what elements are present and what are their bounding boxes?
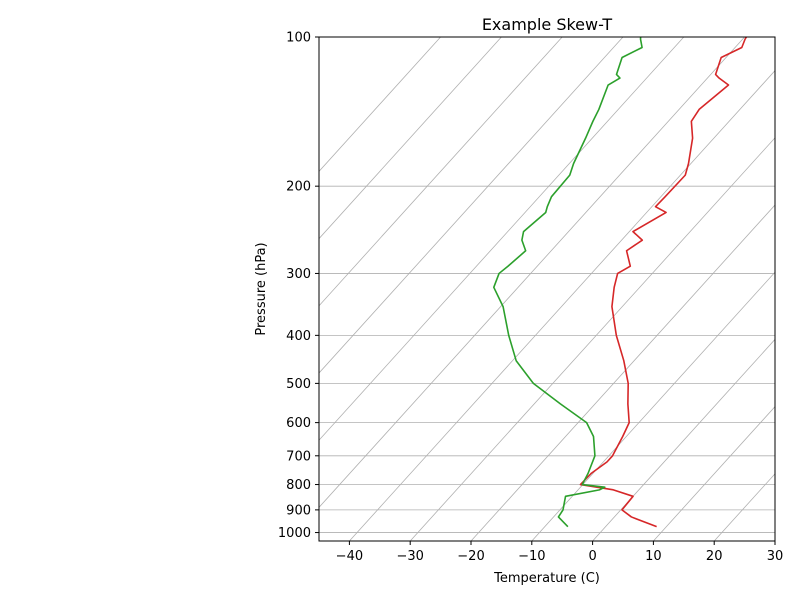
x-tick-label: 10	[645, 549, 662, 564]
y-tick-label: 200	[286, 180, 311, 195]
x-tick-label: −40	[336, 549, 363, 564]
isotherm-line	[774, 540, 775, 541]
temperature-profile-line	[579, 37, 748, 528]
isotherm-line	[319, 37, 502, 240]
isotherm-line	[319, 37, 685, 441]
chart-title: Example Skew-T	[482, 15, 613, 34]
isotherm-line	[409, 137, 775, 541]
x-axis-title: Temperature (C)	[493, 571, 600, 586]
isotherm-line	[531, 271, 775, 541]
y-axis: 100 200 300 400 500 600 700 800 900 1000	[278, 31, 319, 541]
isotherm-line	[470, 204, 775, 541]
y-tick-label: 600	[286, 416, 311, 431]
y-tick-label: 700	[286, 449, 311, 464]
y-tick-label: 500	[286, 377, 311, 392]
grid	[319, 37, 775, 541]
x-axis: −40 −30 −20 −10 0 10 20 30	[336, 541, 784, 564]
y-tick-label: 800	[286, 478, 311, 493]
y-tick-label: 100	[286, 31, 311, 46]
series-layer	[492, 37, 748, 528]
x-tick-label: 0	[588, 549, 596, 564]
x-tick-label: −20	[457, 549, 484, 564]
x-tick-label: 20	[706, 549, 723, 564]
x-tick-label: −30	[396, 549, 423, 564]
y-axis-title: Pressure (hPa)	[254, 242, 269, 335]
isotherm-line	[653, 406, 775, 541]
isotherm-line	[592, 338, 775, 541]
plot-frame	[318, 36, 776, 542]
y-tick-label: 900	[286, 503, 311, 518]
y-tick-label: 1000	[278, 526, 311, 541]
dewpoint-profile-line	[492, 37, 643, 528]
isotherm-line	[319, 37, 624, 374]
y-tick-label: 400	[286, 329, 311, 344]
y-tick-label: 300	[286, 267, 311, 282]
isotherm-line	[319, 37, 441, 172]
x-tick-label: −10	[518, 549, 545, 564]
isotherm-line	[319, 37, 745, 508]
x-tick-label: 30	[767, 549, 784, 564]
isotherm-line	[349, 70, 775, 541]
plot-background	[319, 37, 775, 541]
isotherm-line	[319, 37, 563, 307]
